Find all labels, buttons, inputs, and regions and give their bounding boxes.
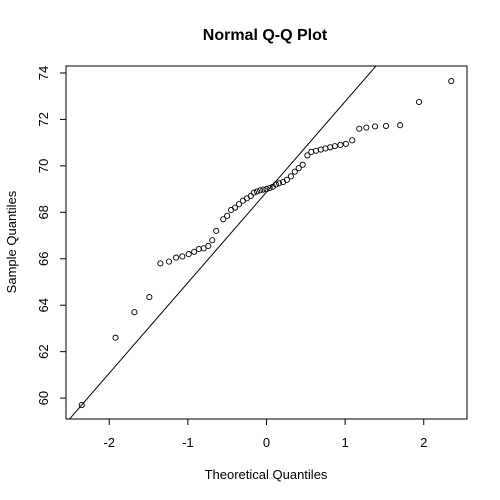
data-point: [397, 122, 404, 129]
data-point: [179, 253, 186, 260]
data-point: [235, 201, 243, 208]
data-point: [266, 184, 273, 191]
data-point: [213, 227, 220, 234]
y-axis: 60 62 64 66 68 70 72 74: [36, 66, 66, 405]
y-tick-label: 72: [36, 112, 51, 126]
data-point: [200, 245, 207, 252]
data-point: [382, 122, 390, 129]
x-axis: -2 -1 0 1 2: [103, 419, 427, 450]
data-point: [257, 187, 264, 194]
data-point: [295, 165, 302, 172]
data-point: [337, 141, 344, 149]
data-point: [173, 254, 180, 261]
data-point: [299, 161, 306, 168]
data-point: [342, 140, 349, 147]
data-point: [371, 123, 379, 130]
x-tick-label: 0: [263, 435, 270, 450]
data-point: [448, 78, 455, 85]
data-point: [349, 137, 356, 144]
data-point: [220, 216, 227, 223]
data-point: [291, 168, 298, 175]
y-tick-label: 60: [36, 391, 51, 405]
x-tick-label: -2: [103, 435, 115, 450]
data-point: [205, 242, 212, 250]
data-point: [363, 124, 370, 131]
data-point: [415, 98, 423, 106]
y-tick-label: 64: [36, 298, 51, 312]
data-point: [276, 180, 283, 187]
data-point: [165, 258, 173, 265]
data-point: [112, 334, 119, 341]
x-tick-label: 2: [420, 435, 427, 450]
x-tick-label: 1: [342, 435, 349, 450]
y-tick-label: 62: [36, 344, 51, 358]
plot-frame: [65, 65, 468, 420]
data-point: [78, 402, 85, 409]
data-point: [231, 204, 239, 211]
data-point: [209, 237, 216, 244]
data-point: [157, 260, 164, 267]
data-point: [356, 125, 363, 132]
data-point: [254, 188, 261, 195]
data-point: [263, 186, 270, 193]
y-tick-label: 68: [36, 205, 51, 219]
y-tick-label: 74: [36, 66, 51, 80]
x-axis-label: Theoretical Quantiles: [205, 467, 328, 482]
y-axis-label: Sample Quantiles: [4, 190, 19, 293]
data-point: [146, 294, 153, 301]
data-point: [331, 143, 338, 150]
data-point: [131, 309, 138, 316]
y-tick-label: 66: [36, 252, 51, 266]
y-tick-label: 70: [36, 159, 51, 173]
data-point: [283, 176, 290, 183]
data-point: [304, 152, 311, 159]
data-point: [191, 248, 198, 255]
data-point: [260, 186, 267, 193]
data-point: [247, 193, 254, 200]
data-point: [224, 212, 231, 219]
data-point: [185, 251, 192, 258]
data-point: [250, 189, 257, 196]
x-tick-label: -1: [182, 435, 194, 450]
data-point: [272, 181, 279, 188]
data-point: [287, 173, 294, 180]
chart-title: Normal Q-Q Plot: [203, 27, 328, 44]
